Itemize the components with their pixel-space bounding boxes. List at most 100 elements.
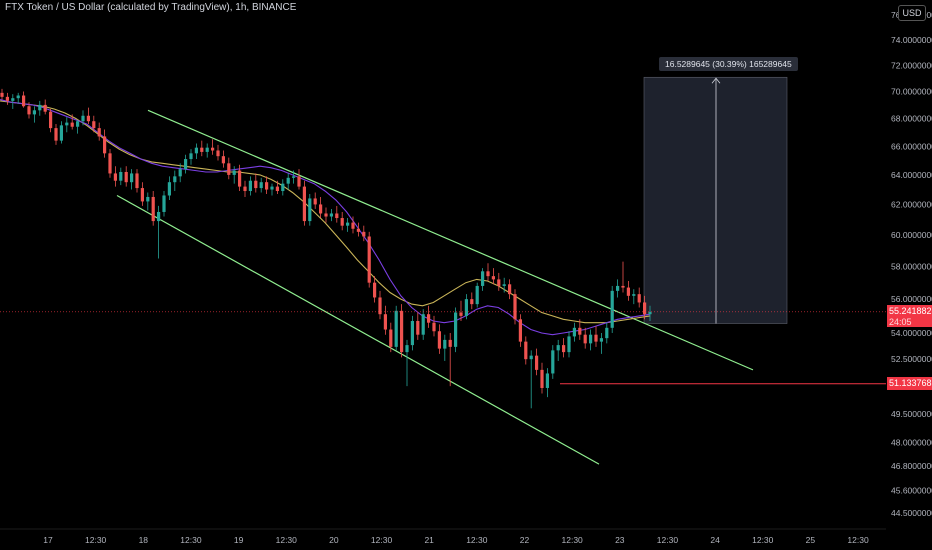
candle-body [362, 231, 366, 237]
channel-lower-line [116, 194, 600, 465]
candle-body [11, 98, 15, 101]
candle-body [594, 334, 598, 342]
candle-body [470, 299, 474, 305]
candle-body [135, 173, 139, 189]
candle-body [637, 294, 641, 303]
candle-body [178, 169, 182, 177]
candle-body [49, 111, 53, 129]
price-axis-tick: 74.0000000 [891, 35, 932, 45]
candle-body [567, 336, 571, 353]
candle-body [486, 271, 490, 277]
candle-body [329, 213, 333, 217]
candle-body [200, 147, 204, 152]
candle-body [643, 302, 647, 315]
last-price-value: 55.2418828 [889, 305, 932, 316]
time-axis-tick: 12:30 [85, 535, 107, 545]
candle-body [518, 319, 522, 342]
candle-body [162, 195, 166, 212]
candle-body [313, 198, 317, 205]
candle-body [27, 106, 31, 115]
candle-body [86, 115, 90, 122]
horizontal-lines[interactable] [0, 311, 886, 385]
candle-body [529, 355, 533, 360]
candle-body [481, 271, 485, 286]
candle-body [572, 327, 576, 337]
candle-body [216, 150, 220, 157]
candle-body [394, 310, 398, 347]
time-axis-tick: 21 [424, 535, 434, 545]
time-axis[interactable]: 17 12:30 18 12:30 19 12:30 20 12:30 21 12:30 22 12:… [0, 528, 886, 545]
time-axis-tick: 17 [43, 535, 53, 545]
price-axis-tick: 49.5000000 [891, 409, 932, 419]
candle-body [43, 104, 47, 112]
candle-body [65, 122, 69, 126]
candle-body [227, 163, 231, 175]
candle-body [491, 276, 495, 280]
time-axis-tick: 22 [520, 535, 530, 545]
time-axis-tick: 12:30 [657, 535, 679, 545]
candle-body [70, 122, 74, 127]
last-price-tag: 55.2418828 24:05 [887, 304, 932, 327]
candle-body [211, 147, 215, 151]
candle-body [167, 182, 171, 196]
candle-body [378, 297, 382, 315]
countdown-value: 24:05 [889, 316, 912, 327]
candle-body [346, 222, 350, 226]
candle-body [427, 314, 431, 323]
candle-body [626, 287, 630, 296]
candle-body [151, 196, 155, 222]
candle-body [38, 104, 42, 111]
measure-tool-layer[interactable] [643, 76, 788, 324]
price-axis-tick: 46.8000000 [891, 461, 932, 471]
price-axis-tick: 72.0000000 [891, 60, 932, 70]
time-axis-tick: 12:30 [466, 535, 488, 545]
candle-body [275, 186, 279, 192]
candle-body [356, 228, 360, 232]
price-axis-tick: 68.0000000 [891, 113, 932, 123]
candle-body [319, 204, 323, 214]
candle-body [400, 310, 404, 353]
candle-body [410, 320, 414, 346]
candle-body [54, 128, 58, 141]
candle-body [194, 147, 198, 154]
candle-body [0, 92, 4, 97]
candle-body [335, 213, 339, 219]
candle-body [146, 196, 150, 202]
price-axis-tick: 58.0000000 [891, 261, 932, 271]
candle-body [545, 373, 549, 388]
price-axis-tick: 62.0000000 [891, 199, 932, 209]
candle-body [524, 341, 528, 360]
candle-body [173, 176, 177, 183]
time-axis-tick: 20 [329, 535, 339, 545]
candle-body [281, 183, 285, 192]
currency-button[interactable]: USD [898, 5, 926, 21]
candle-body [232, 170, 236, 175]
candle-body [292, 176, 296, 178]
candle-body [621, 285, 625, 288]
candle-body [578, 327, 582, 335]
trend-channel-layer[interactable] [116, 109, 754, 465]
candle-body [5, 96, 9, 101]
candle-body [405, 345, 409, 353]
candle-body [583, 334, 587, 344]
candle-body [497, 279, 501, 286]
candle-body [340, 218, 344, 226]
time-axis-tick: 24 [710, 535, 720, 545]
price-axis-tick: 44.5000000 [891, 508, 932, 518]
candlestick-series [0, 88, 652, 409]
candle-body [589, 334, 593, 344]
price-axis-tick: 66.0000000 [891, 141, 932, 151]
candle-body [383, 314, 387, 330]
candle-body [243, 186, 247, 192]
level-price-tag: 51.1337685 [887, 377, 932, 390]
candle-body [540, 369, 544, 388]
price-axis[interactable]: 76.000000074.000000072.000000070.0000000… [891, 10, 932, 518]
candle-body [389, 329, 393, 347]
candle-body [76, 121, 80, 127]
slow-moving-average [0, 100, 651, 324]
time-axis-tick: 25 [806, 535, 816, 545]
candle-body [605, 327, 609, 339]
candle-body [632, 294, 636, 296]
time-axis-tick: 18 [139, 535, 149, 545]
